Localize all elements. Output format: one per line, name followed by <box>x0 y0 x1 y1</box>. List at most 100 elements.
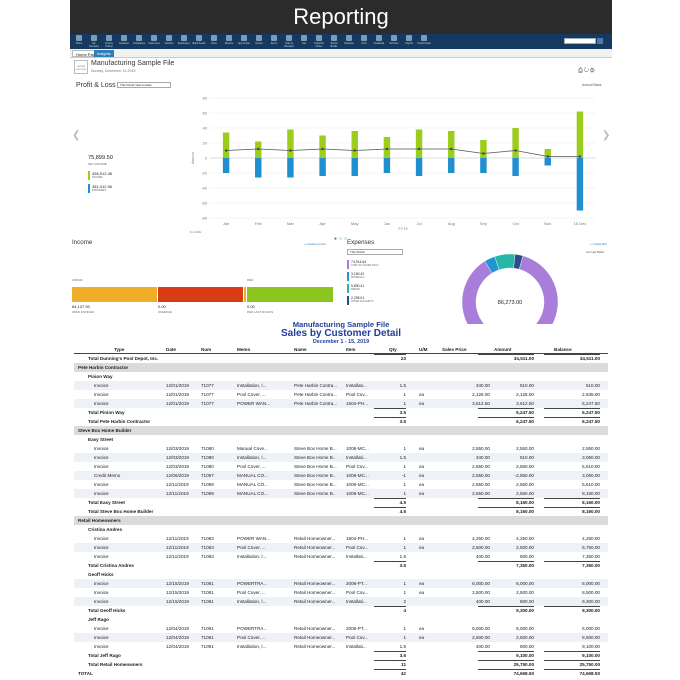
tab-insights[interactable]: Insights <box>94 50 114 57</box>
subtotal-row[interactable]: Cristina Andres <box>74 525 608 534</box>
nav-item[interactable]: App Center <box>237 35 251 45</box>
expense-bar[interactable] <box>512 158 519 176</box>
expense-bar[interactable] <box>383 158 391 173</box>
profit-loss-period-select[interactable]: This Fiscal Year-to-date <box>117 82 171 88</box>
table-row[interactable]: Invoice 12/01/2019 71077 Pool Cover, ... Pet… <box>74 390 608 399</box>
nav-item[interactable]: My Company <box>87 35 101 48</box>
net-income-point[interactable] <box>385 147 389 151</box>
column-header-um[interactable]: U/M <box>419 347 428 352</box>
expense-bar[interactable] <box>448 158 455 173</box>
expense-bar[interactable] <box>222 158 230 173</box>
table-row[interactable]: Invoice 12/01/2019 71077 Installation, l...… <box>74 381 608 390</box>
subtotal-row[interactable]: Total Dunning's Pool Depot, Inc. 23 34,511… <box>74 354 608 363</box>
table-row[interactable]: Invoice 12/11/2019 71083 POWER WAN... Retail… <box>74 534 608 543</box>
open-invoices-bar[interactable] <box>72 287 157 302</box>
expenses-basis[interactable]: Accrual Basis <box>586 250 605 254</box>
income-bar[interactable] <box>351 131 358 158</box>
subtotal-row[interactable]: Total Pinion Way 3.5 6,247.50 6,247.50 <box>74 408 608 417</box>
column-header-balance[interactable]: Balance <box>554 347 572 352</box>
net-income-point[interactable] <box>224 149 228 152</box>
subtotal-row[interactable]: Total Pete Harbin Contractor 3.5 6,247.50 6… <box>74 417 608 426</box>
subtotal-row[interactable]: Total Retail Homeowners 11 25,750.00 25,750… <box>74 660 608 669</box>
column-header-item[interactable]: Item <box>346 347 356 352</box>
paid-bar[interactable] <box>247 287 333 302</box>
net-income-point[interactable] <box>482 152 485 155</box>
expense-bar[interactable] <box>255 158 262 178</box>
nav-item[interactable]: Payroll <box>402 35 416 45</box>
subtotal-row[interactable]: Total Cristina Andres 3.5 7,350.00 7,350.00 <box>74 561 608 570</box>
column-header-qty[interactable]: Qty <box>389 347 397 352</box>
nav-item[interactable]: Find <box>357 35 371 45</box>
column-header-date[interactable]: Date <box>166 347 176 352</box>
expense-bar[interactable] <box>287 158 294 178</box>
search-input[interactable] <box>564 38 596 44</box>
nav-item[interactable]: TurboTax Online <box>312 35 326 48</box>
refresh-icon[interactable]: ↻ <box>583 68 590 74</box>
donut-slice[interactable] <box>461 255 559 324</box>
carousel-dots[interactable]: ●○○ <box>334 236 350 242</box>
table-row[interactable]: Invoice 12/11/2019 71083 Pool Cover, ... Ret… <box>74 543 608 552</box>
net-income-point[interactable] <box>353 149 356 152</box>
chevron-right-icon[interactable]: ❯ <box>602 130 611 141</box>
table-row[interactable]: Invoice 12/15/2019 71081 POWERTRA... Retail … <box>74 579 608 588</box>
income-bar[interactable] <box>319 135 326 159</box>
create-invoice-link[interactable]: + Create Invoice <box>304 242 326 246</box>
nav-item[interactable]: Scan & Receipts <box>282 35 296 48</box>
expense-bar[interactable] <box>415 158 423 176</box>
expense-bar[interactable] <box>480 158 487 173</box>
column-header-sales-price[interactable]: Sales Price <box>442 347 467 352</box>
income-bar[interactable] <box>480 140 487 158</box>
print-icon[interactable]: ⎙ <box>578 68 584 74</box>
nav-item[interactable]: Home <box>72 35 86 45</box>
table-row[interactable]: Invoice 12/11/2019 71083 Installation, l...… <box>74 552 608 561</box>
net-income-point[interactable] <box>257 147 260 151</box>
income-bar[interactable] <box>287 129 294 159</box>
table-row[interactable]: Invoice 12/15/2019 71081 Pool Cover, ... Ret… <box>74 588 608 597</box>
income-bar[interactable] <box>576 111 584 159</box>
subtotal-row[interactable]: Pinion Way <box>74 372 608 381</box>
overdue-bar[interactable] <box>158 287 243 302</box>
customer-group-row[interactable]: Pete Harbin Contractor <box>74 363 608 372</box>
table-row[interactable]: Invoice 12/04/2019 71091 POWERTRA... Retail … <box>74 624 608 633</box>
nav-item[interactable]: Reports <box>222 35 236 45</box>
nav-item[interactable]: Bank Feeds <box>192 35 206 45</box>
table-row[interactable]: Invoice 12/11/2019 71099 MANUAL CO... Steve … <box>74 489 608 498</box>
table-row[interactable]: Invoice 12/03/2019 71080 Installation, l...… <box>74 453 608 462</box>
income-bar[interactable] <box>415 129 423 159</box>
nav-item[interactable]: Vendors <box>162 35 176 45</box>
table-row[interactable]: Invoice 12/03/2019 71080 Pool Cover, ... Ste… <box>74 462 608 471</box>
nav-item[interactable]: Example <box>342 35 356 45</box>
subtotal-row[interactable]: Total Geoff Hicks 4 9,300.00 9,300.00 <box>74 606 608 615</box>
donut-slice[interactable] <box>513 254 524 270</box>
net-income-point[interactable] <box>546 155 549 158</box>
nav-item[interactable]: Invoice <box>252 35 266 45</box>
table-row[interactable]: Invoice 12/03/2019 71080 Manual Cove... Stev… <box>74 444 608 453</box>
customer-group-row[interactable]: Retail Homeowners <box>74 516 608 525</box>
subtotal-row[interactable]: Geoff Hicks <box>74 570 608 579</box>
income-bar[interactable] <box>222 132 230 159</box>
customer-group-row[interactable]: Steve Box Home Builder <box>74 426 608 435</box>
expense-bar[interactable] <box>351 158 358 176</box>
gear-icon[interactable]: ⚙ <box>589 68 596 74</box>
subtotal-row[interactable]: Total Jeff Rago 3.5 9,100.00 9,100.00 <box>74 651 608 660</box>
income-bar[interactable] <box>544 149 551 158</box>
profit-loss-basis[interactable]: Accrual Basis <box>582 83 602 87</box>
net-income-point[interactable] <box>321 147 324 151</box>
nav-item[interactable]: Ask <box>297 35 311 45</box>
net-income-point[interactable] <box>417 147 421 151</box>
nav-item[interactable]: Item's <box>267 35 281 45</box>
nav-item[interactable]: Income Tracker <box>102 35 116 48</box>
nav-item[interactable]: Customers <box>147 35 161 45</box>
expense-bar[interactable] <box>576 158 584 211</box>
create-bill-link[interactable]: + Create Bill <box>590 242 607 246</box>
chevron-left-icon[interactable]: ❮ <box>72 130 81 141</box>
net-income-point[interactable] <box>450 147 453 151</box>
subtotal-row[interactable]: Easy Street <box>74 435 608 444</box>
nav-item[interactable]: Services <box>387 35 401 45</box>
subtotal-row[interactable]: Jeff Rago <box>74 615 608 624</box>
column-header-name[interactable]: Name <box>294 347 307 352</box>
table-row[interactable]: Invoice 12/04/2019 71091 Pool Cover, ... Ret… <box>74 633 608 642</box>
subtotal-row[interactable]: TOTAL 42 74,668.50 74,668.50 <box>74 669 608 678</box>
table-row[interactable]: Invoice 12/15/2019 71081 Installation, l...… <box>74 597 608 606</box>
net-income-point[interactable] <box>514 149 517 152</box>
